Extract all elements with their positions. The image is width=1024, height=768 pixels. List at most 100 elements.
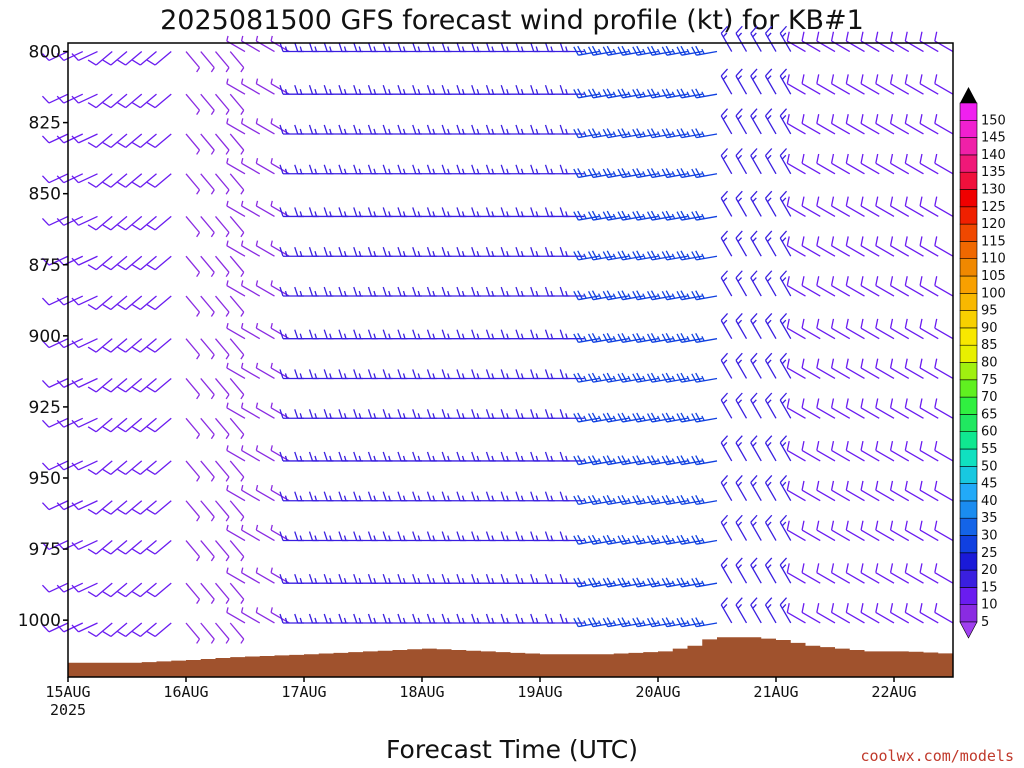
- wind-barb-t12-l6: [226, 280, 246, 297]
- wind-barb-t6-l4: [131, 215, 157, 231]
- wind-barb-t60-l13: [934, 563, 954, 584]
- colorbar-label: 80: [981, 356, 998, 371]
- wind-barb-t57-l14: [889, 603, 910, 624]
- wind-barb-t58-l14: [904, 603, 924, 624]
- wind-barb-t6-l13: [131, 582, 157, 598]
- wind-barb-t8-l2: [185, 133, 201, 155]
- wind-barb-t59-l1: [919, 74, 939, 95]
- wind-barb-t9-l13: [200, 582, 215, 604]
- wind-barb-t14-l13: [255, 567, 275, 584]
- wind-barb-t8-l3: [185, 173, 201, 195]
- wind-barb-t11-l3: [229, 173, 245, 195]
- wind-barb-t0-l13: [41, 582, 69, 593]
- wind-barb-t54-l14: [845, 603, 865, 624]
- wind-barb-t9-l6: [200, 295, 215, 317]
- wind-barb-t0-l2: [41, 133, 69, 144]
- wind-barb-t8-l9: [185, 417, 201, 440]
- wind-barb-t54-l11: [845, 480, 865, 502]
- wind-barb-t14-l7: [255, 322, 275, 340]
- wind-barb-t55-l1: [860, 74, 880, 95]
- x-tick-year-label: 2025: [50, 701, 86, 719]
- colorbar-label: 35: [981, 511, 998, 526]
- wind-barb-t9-l3: [200, 173, 215, 195]
- wind-barb-t3-l12: [87, 540, 113, 555]
- wind-barb-t59-l8: [919, 358, 939, 380]
- wind-barb-t49-l13: [779, 557, 792, 584]
- wind-barb-t2-l12: [71, 539, 98, 550]
- wind-barb-t57-l1: [889, 74, 910, 95]
- wind-barb-t53-l14: [830, 603, 851, 624]
- wind-barb-t60-l11: [934, 480, 954, 502]
- wind-barb-t60-l0: [934, 31, 954, 53]
- wind-barb-t53-l1: [830, 74, 851, 95]
- wind-barb-t5-l8: [117, 377, 143, 393]
- colorbar-label: 65: [981, 407, 998, 422]
- wind-barb-t51-l14: [801, 603, 821, 624]
- wind-barb-t54-l9: [845, 398, 865, 419]
- colorbar-label: 135: [981, 165, 1006, 180]
- wind-barb-t54-l6: [845, 276, 865, 297]
- wind-barb-t0-l12: [41, 539, 69, 550]
- wind-barb-t44-l9: [691, 412, 718, 423]
- wind-barb-t8-l6: [185, 295, 201, 317]
- wind-barb-t3-l9: [87, 417, 113, 433]
- wind-barb-t55-l11: [860, 480, 880, 502]
- wind-barb-t9-l12: [200, 540, 215, 562]
- wind-barb-t4-l5: [102, 255, 128, 271]
- wind-barb-t9-l2: [200, 133, 215, 155]
- wind-barb-t3-l0: [87, 51, 113, 66]
- wind-barb-t59-l2: [919, 114, 939, 135]
- wind-barb-t45-l6: [720, 270, 733, 297]
- colorbar-segment: [959, 500, 978, 519]
- x-tick-label: 16AUG: [163, 683, 208, 701]
- wind-barb-t8-l4: [185, 216, 201, 238]
- x-axis: 15AUG 16AUG 17AUG 18AUG 19AUG 20AUG 21AUG 22AUG…: [45, 677, 917, 719]
- wind-barb-t5-l11: [117, 500, 143, 515]
- wind-barb-t9-l7: [200, 338, 215, 360]
- wind-barb-t47-l14: [750, 597, 762, 624]
- wind-barb-t2-l7: [71, 338, 98, 349]
- wind-barb-t10-l11: [215, 500, 230, 522]
- wind-barb-t6-l8: [131, 377, 157, 393]
- wind-barb-t52-l3: [816, 153, 836, 175]
- wind-barb-t7-l8: [146, 377, 172, 393]
- wind-barb-t49-l2: [779, 108, 792, 135]
- wind-barb-t9-l11: [200, 500, 215, 522]
- colorbar-segment: [959, 258, 978, 277]
- wind-barb-t44-l14: [691, 617, 718, 628]
- wind-barb-t4-l1: [102, 93, 128, 109]
- wind-barb-t13-l5: [240, 240, 261, 257]
- wind-barb-t14-l6: [255, 280, 275, 297]
- wind-barb-t6-l10: [131, 460, 157, 475]
- wind-barb-t46-l4: [735, 190, 748, 217]
- wind-barb-t46-l11: [735, 475, 748, 502]
- wind-barb-t56-l13: [875, 563, 895, 584]
- wind-barb-t54-l7: [845, 318, 865, 340]
- wind-barb-t47-l4: [750, 190, 762, 217]
- wind-barb-t4-l10: [102, 460, 128, 475]
- wind-barb-t7-l12: [146, 540, 172, 555]
- wind-barb-t3-l1: [87, 93, 113, 109]
- wind-barb-t56-l6: [875, 276, 895, 297]
- colorbar-label: 105: [981, 269, 1006, 284]
- wind-barb-t57-l4: [889, 196, 910, 217]
- colorbar-segment: [959, 310, 978, 329]
- wind-barb-t7-l4: [146, 215, 172, 231]
- y-tick-label: 900: [29, 327, 61, 347]
- wind-barb-t1-l13: [56, 582, 84, 593]
- wind-barb-t55-l14: [860, 603, 880, 624]
- wind-barb-t7-l3: [146, 173, 172, 188]
- colorbar-segment: [959, 292, 978, 311]
- wind-barb-t10-l4: [215, 216, 230, 238]
- wind-barb-t14-l4: [255, 200, 275, 217]
- wind-barb-t48-l7: [764, 312, 777, 340]
- wind-barb-t1-l1: [56, 93, 84, 104]
- colorbar-label: 110: [981, 252, 1006, 267]
- wind-barb-t48-l5: [764, 230, 777, 257]
- wind-barb-t4-l14: [102, 622, 128, 638]
- wind-barb-t56-l10: [875, 441, 895, 462]
- wind-barb-t7-l6: [146, 295, 172, 311]
- wind-barb-t49-l9: [779, 392, 792, 419]
- surface-terrain: [68, 637, 953, 677]
